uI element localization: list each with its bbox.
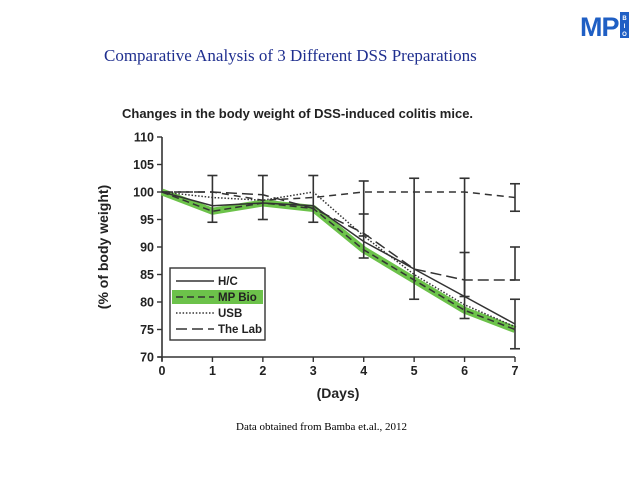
y-tick-label: 75: [140, 323, 154, 337]
y-tick-label: 105: [133, 158, 154, 172]
y-tick-label: 80: [140, 296, 154, 310]
y-tick-label: 110: [134, 131, 154, 145]
series-line-2: [161, 191, 516, 328]
x-tick-label: 3: [310, 364, 317, 378]
logo-letters: MP: [580, 12, 619, 40]
x-tick-label: 0: [159, 364, 166, 378]
mp-bio-logo: MP B I O: [580, 12, 629, 40]
legend-highlight: [172, 290, 263, 304]
x-tick-label: 1: [209, 364, 216, 378]
x-tick-label: 7: [512, 364, 519, 378]
series-line-0: [161, 191, 516, 325]
legend: H/C MP Bio USB The Lab: [169, 267, 266, 341]
series-line-1: [161, 191, 516, 331]
logo-side-bar: [620, 12, 629, 38]
x-tick-label: 6: [461, 364, 468, 378]
source-footnote: Data obtained from Bamba et.al., 2012: [236, 421, 408, 433]
y-tick-label: 70: [140, 351, 154, 365]
y-tick-label: 85: [140, 268, 154, 282]
legend-label: MP Bio: [218, 292, 257, 304]
series-line-3: [162, 191, 515, 281]
legend-label: USB: [218, 308, 242, 320]
y-tick-label: 95: [140, 213, 154, 227]
x-axis-title: (Days): [317, 385, 360, 401]
chart-title: Changes in the body weight of DSS-induce…: [122, 106, 473, 121]
series-line-4: [162, 191, 516, 202]
x-tick-label: 2: [259, 364, 266, 378]
x-tick-label: 5: [411, 364, 418, 378]
x-tick-label: 4: [360, 364, 367, 378]
svg-text:O: O: [622, 32, 627, 38]
y-tick-label: 90: [140, 241, 154, 255]
slide-title: Comparative Analysis of 3 Different DSS …: [104, 46, 477, 65]
svg-text:B: B: [622, 16, 627, 22]
y-axis-title: (% of body weight): [95, 185, 111, 309]
legend-label: The Lab: [218, 324, 262, 336]
legend-label: H/C: [218, 276, 238, 288]
axes: 70 75 80 85 90 95 100 105 110 0 1 2 3 4 5 6 7: [133, 131, 518, 379]
error-bars: [207, 174, 520, 350]
svg-text:I: I: [624, 24, 626, 30]
series-layer: [160, 188, 517, 333]
y-tick-label: 100: [133, 186, 154, 200]
